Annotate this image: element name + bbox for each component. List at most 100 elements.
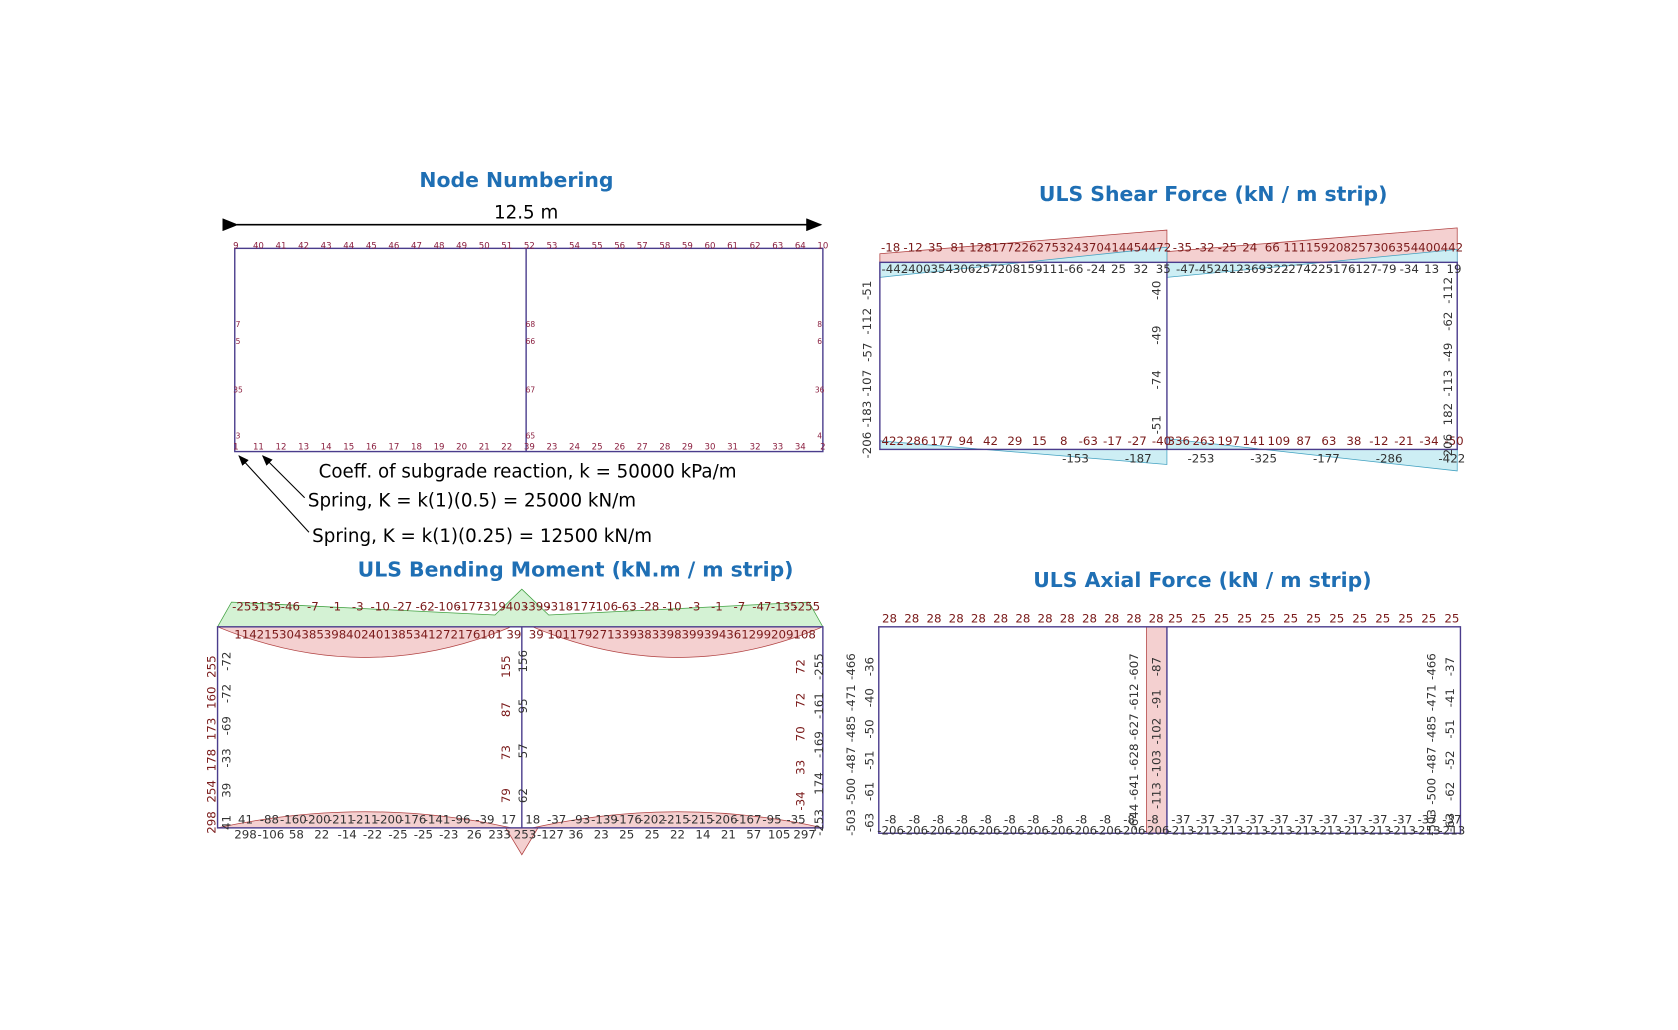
value-label: 39 bbox=[506, 628, 521, 642]
value-label: 30 bbox=[705, 442, 716, 452]
value-label: -10 bbox=[662, 600, 681, 614]
value-label: -113 bbox=[1441, 370, 1455, 397]
value-label: -177 bbox=[457, 600, 484, 614]
value-label: 255 bbox=[204, 655, 218, 678]
value-label: 19 bbox=[434, 442, 445, 452]
title: ULS Shear Force (kN / m strip) bbox=[1039, 182, 1388, 206]
value-label: 114 bbox=[234, 628, 257, 642]
value-label: 58 bbox=[659, 241, 670, 251]
value-label: -41 bbox=[1443, 688, 1457, 707]
value-label: 177 bbox=[992, 241, 1015, 255]
value-label: 39 bbox=[524, 442, 535, 452]
value-label: -213 bbox=[1217, 823, 1244, 837]
value-label: -213 bbox=[1365, 823, 1392, 837]
value-label: -485 bbox=[844, 716, 858, 743]
value-label: 399 bbox=[682, 628, 705, 642]
value-label: 174 bbox=[812, 772, 826, 795]
value-label: 35 bbox=[233, 385, 243, 394]
value-label: 141 bbox=[1243, 434, 1266, 448]
value-label: 33 bbox=[794, 760, 808, 775]
value-label: -25 bbox=[414, 828, 433, 842]
value-label: -503 bbox=[1425, 809, 1439, 836]
annotation: Spring, K = k(1)(0.25) = 12500 kN/m bbox=[312, 526, 652, 547]
value-label: -62 bbox=[1441, 312, 1455, 331]
frame bbox=[216, 626, 824, 829]
value-label: -325 bbox=[1250, 451, 1277, 465]
value-label: -213 bbox=[1266, 823, 1293, 837]
value-label: 36 bbox=[815, 385, 825, 394]
value-label: -442 bbox=[882, 262, 909, 276]
value-label: 197 bbox=[1218, 434, 1241, 448]
value-label: -50 bbox=[1444, 434, 1463, 448]
value-label: 108 bbox=[793, 628, 816, 642]
value-label: 56 bbox=[614, 241, 625, 251]
value-label: -74 bbox=[1149, 370, 1163, 389]
value-label: 55 bbox=[592, 241, 603, 251]
value-label: 398 bbox=[659, 628, 682, 642]
value-label: 21 bbox=[721, 828, 736, 842]
frame bbox=[234, 247, 824, 453]
value-label: -141 bbox=[424, 813, 451, 827]
value-label: 13 bbox=[1424, 262, 1439, 276]
value-label: 58 bbox=[289, 828, 304, 842]
value-label: 64 bbox=[795, 241, 806, 251]
value-label: 208 bbox=[1328, 241, 1351, 255]
value-label: 25 bbox=[592, 442, 603, 452]
value-label: 233 bbox=[488, 828, 511, 842]
value-label: -37 bbox=[1443, 657, 1457, 676]
value-label: 178 bbox=[204, 749, 218, 772]
value-label: 18 bbox=[525, 813, 540, 827]
value-label: -8 bbox=[1004, 813, 1016, 827]
value-label: 32 bbox=[1133, 262, 1148, 276]
value-label: 4 bbox=[817, 432, 822, 441]
value-label: -51 bbox=[1443, 719, 1457, 738]
value-label: 19 bbox=[1446, 262, 1461, 276]
value-label: -27 bbox=[1127, 434, 1146, 448]
value-label: -36 bbox=[862, 657, 876, 676]
value-label: 63 bbox=[1321, 434, 1336, 448]
value-label: -452 bbox=[1195, 262, 1222, 276]
value-label: -206 bbox=[974, 823, 1001, 837]
value-label: -213 bbox=[1438, 823, 1465, 837]
value-label: 25 bbox=[1398, 612, 1413, 626]
value-label: -500 bbox=[1425, 778, 1439, 805]
value-label: 28 bbox=[949, 612, 964, 626]
value-label: 28 bbox=[1015, 612, 1030, 626]
value-label: 12 bbox=[276, 442, 287, 452]
value-label: 36 bbox=[568, 828, 583, 842]
value-label: -200 bbox=[376, 813, 403, 827]
value-label: 46 bbox=[388, 241, 399, 251]
value-label: -206 bbox=[1046, 823, 1073, 837]
value-label: -471 bbox=[844, 684, 858, 711]
value-label: 62 bbox=[750, 241, 761, 251]
value-label: 101 bbox=[480, 628, 503, 642]
value-label: -79 bbox=[1377, 262, 1396, 276]
value-label: -40 bbox=[1152, 434, 1171, 448]
value-label: 472 bbox=[1149, 241, 1172, 255]
value-label: 28 bbox=[1126, 612, 1141, 626]
value-label: -183 bbox=[860, 401, 874, 428]
value-label: -7 bbox=[734, 600, 746, 614]
value-label: 18 bbox=[411, 442, 422, 452]
value-label: -7 bbox=[307, 600, 319, 614]
value-label: -487 bbox=[844, 747, 858, 774]
value-label: -37 bbox=[1270, 813, 1289, 827]
value-label: 61 bbox=[727, 241, 738, 251]
value-label: -37 bbox=[1245, 813, 1264, 827]
value-label: -500 bbox=[844, 778, 858, 805]
value-label: -27 bbox=[393, 600, 412, 614]
value-label: 28 bbox=[1082, 612, 1097, 626]
value-label: 29 bbox=[682, 442, 693, 452]
value-label: -61 bbox=[862, 782, 876, 801]
value-label: -319 bbox=[479, 600, 506, 614]
value-label: 51 bbox=[501, 241, 512, 251]
value-label: 3 bbox=[236, 432, 241, 441]
value-label: -112 bbox=[860, 308, 874, 335]
value-label: 25 bbox=[1191, 612, 1206, 626]
value-label: -318 bbox=[546, 600, 573, 614]
value-label: -139 bbox=[591, 813, 618, 827]
value-label: 25 bbox=[1260, 612, 1275, 626]
value-label: -21 bbox=[1394, 434, 1413, 448]
value-label: 63 bbox=[772, 241, 783, 251]
